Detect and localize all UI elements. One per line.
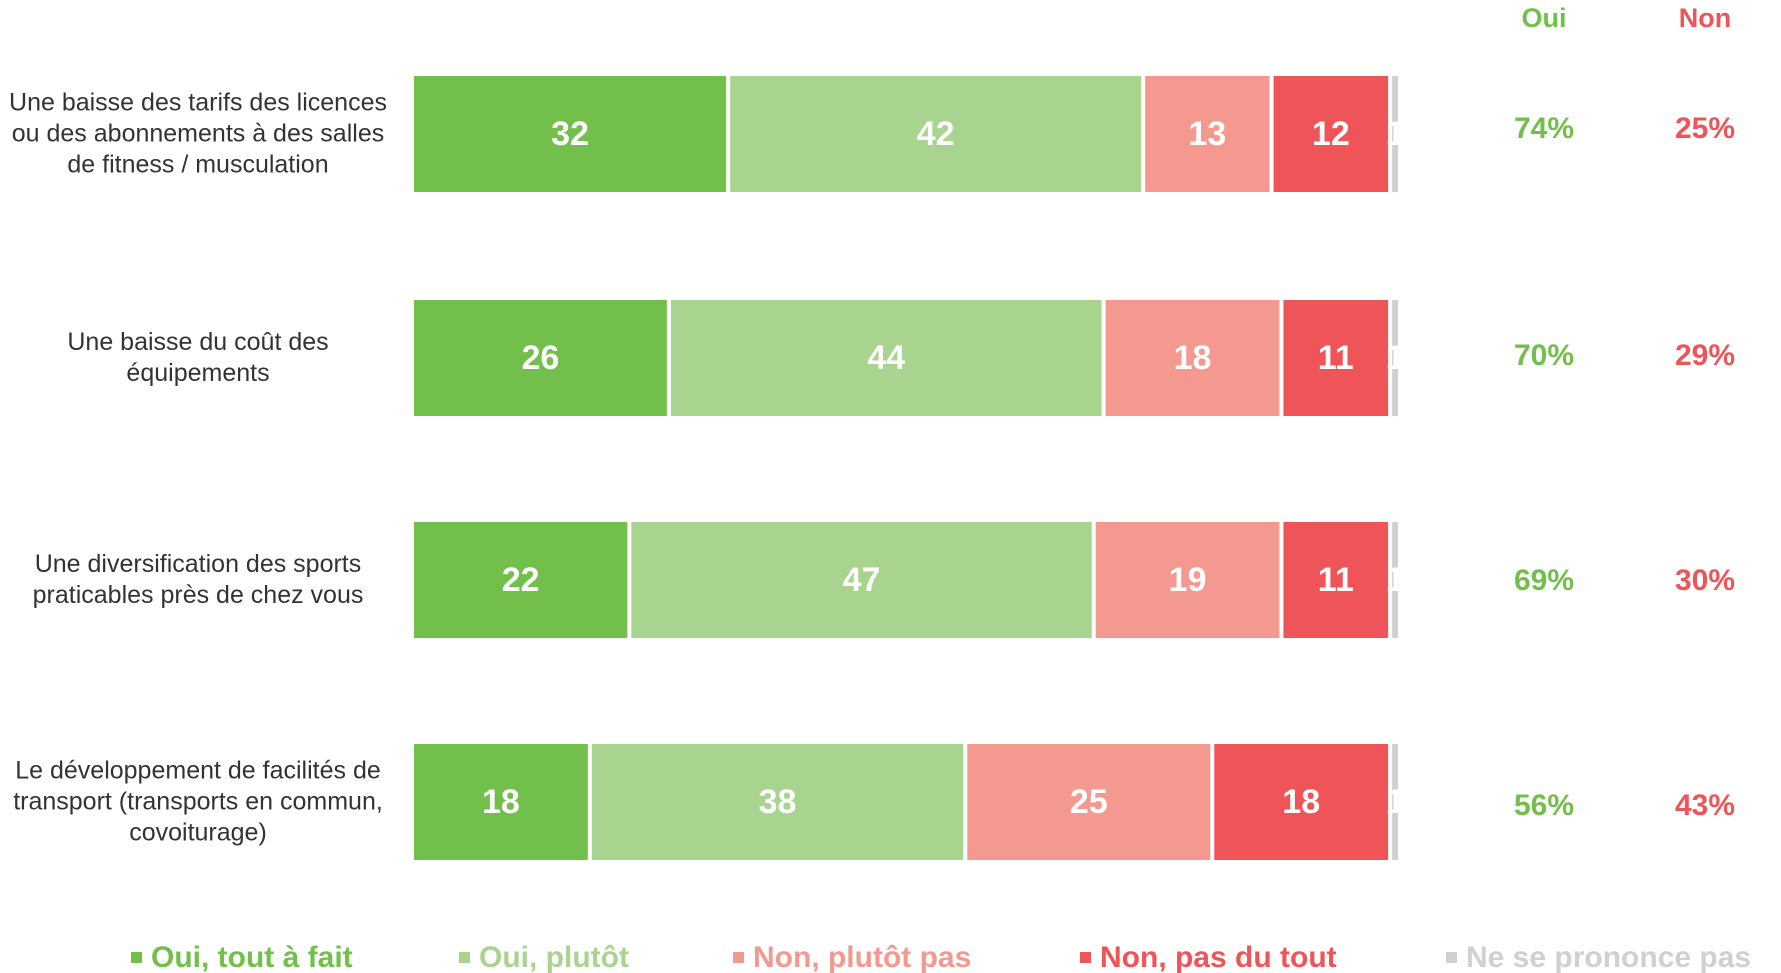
total-value: 29% — [1675, 339, 1735, 372]
value-label: 1 — [1386, 115, 1405, 153]
legend-swatch — [131, 952, 142, 963]
bar-segment — [967, 744, 1211, 860]
legend-label: Oui, tout à fait — [151, 941, 353, 973]
value-label: 11 — [1318, 339, 1354, 377]
value-label: 1 — [1386, 339, 1405, 377]
value-label: 18 — [482, 783, 520, 821]
legend-swatch — [459, 952, 470, 963]
legend-swatch — [733, 952, 744, 963]
bar-segment — [1392, 76, 1398, 192]
total-value: 69% — [1514, 564, 1574, 597]
value-label: 44 — [867, 339, 905, 377]
category-label: Le développement de facilités de transpo… — [13, 756, 383, 847]
bar-segment — [414, 744, 588, 860]
legend-label: Oui, plutôt — [479, 941, 629, 973]
value-label: 19 — [1169, 561, 1207, 599]
legend-label: Ne se prononce pas — [1466, 941, 1751, 973]
total-header: Oui — [1522, 3, 1567, 33]
total-value: 43% — [1675, 789, 1735, 822]
legend-label: Non, pas du tout — [1100, 941, 1337, 973]
bar-segment — [591, 744, 964, 860]
value-label: 1 — [1386, 783, 1405, 821]
bar-segment — [631, 522, 1092, 638]
legend-swatch — [1080, 952, 1091, 963]
bar-segment — [1392, 300, 1398, 416]
total-value: 30% — [1675, 564, 1735, 597]
category-label: Une baisse des tarifs des licences ou de… — [9, 88, 387, 179]
value-label: 13 — [1188, 115, 1226, 153]
bar-segment — [1105, 300, 1280, 416]
total-value: 56% — [1514, 789, 1574, 822]
value-label: 18 — [1282, 783, 1320, 821]
value-label: 22 — [502, 561, 540, 599]
bar-segment — [1283, 522, 1389, 638]
bar-segment — [1283, 300, 1389, 416]
bar-segment — [670, 300, 1102, 416]
bar-segment — [730, 76, 1142, 192]
value-label: 42 — [917, 115, 955, 153]
value-label: 47 — [843, 561, 881, 599]
value-label: 32 — [551, 115, 589, 153]
total-value: 70% — [1514, 339, 1574, 372]
bar-segment — [1273, 76, 1389, 192]
bar-segment — [1214, 744, 1389, 860]
category-label: Une diversification des sports praticabl… — [32, 550, 364, 609]
bar-segment — [414, 300, 667, 416]
bar-segment — [1145, 76, 1270, 192]
total-value: 25% — [1675, 112, 1735, 145]
value-label: 26 — [522, 339, 560, 377]
value-label: 25 — [1070, 783, 1108, 821]
bar-segment — [1392, 744, 1398, 860]
value-label: 38 — [759, 783, 797, 821]
value-label: 1 — [1386, 561, 1405, 599]
bar-segment — [414, 76, 727, 192]
legend-label: Non, plutôt pas — [753, 941, 971, 973]
legend-swatch — [1446, 952, 1457, 963]
value-label: 11 — [1318, 561, 1354, 599]
value-label: 12 — [1312, 115, 1350, 153]
total-header: Non — [1679, 3, 1731, 33]
bar-segment — [1095, 522, 1280, 638]
value-label: 18 — [1174, 339, 1212, 377]
category-label: Une baisse du coût des équipements — [67, 328, 329, 387]
bar-segment — [414, 522, 628, 638]
total-value: 74% — [1514, 112, 1574, 145]
bar-segment — [1392, 522, 1398, 638]
